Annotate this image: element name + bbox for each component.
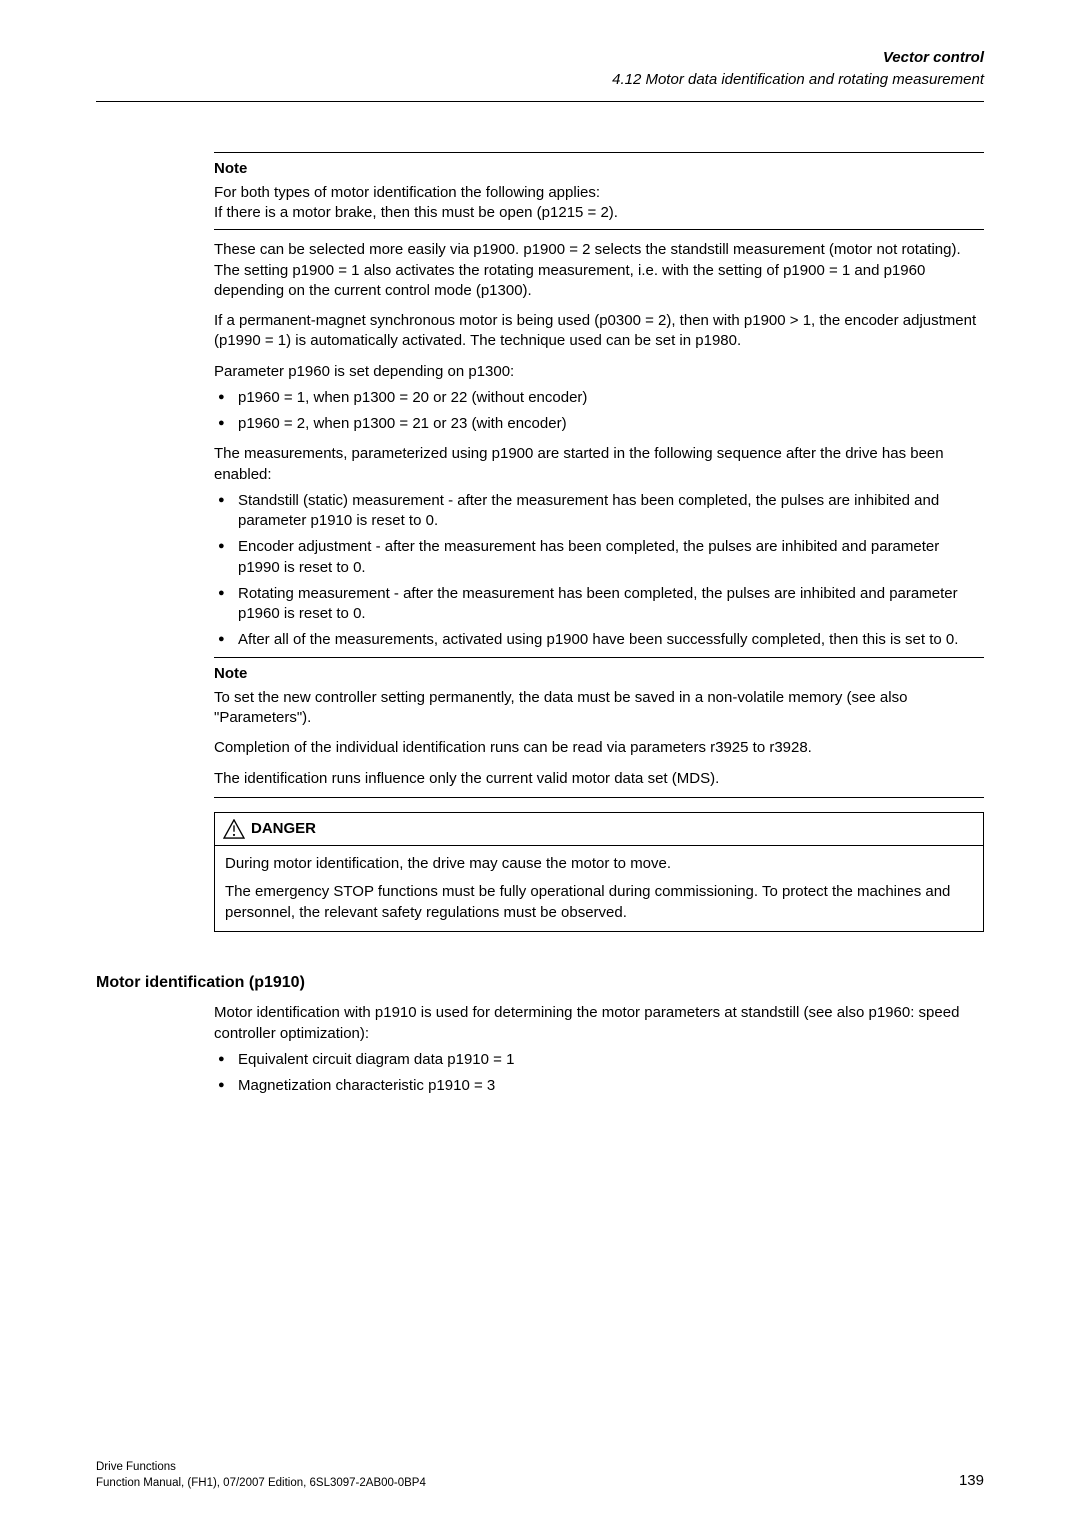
danger-header: DANGER [215,813,983,846]
list-item: Standstill (static) measurement - after … [214,491,984,532]
section-content: Motor identification with p1910 is used … [96,1003,984,1096]
list-item: Magnetization characteristic p1910 = 3 [214,1076,984,1096]
body-paragraph: These can be selected more easily via p1… [214,240,984,301]
note-line: If there is a motor brake, then this mus… [214,203,984,223]
note-paragraph: The identification runs influence only t… [214,769,984,789]
section-paragraph: Motor identification with p1910 is used … [214,1003,984,1044]
header-rule [96,101,984,102]
list-item: Equivalent circuit diagram data p1910 = … [214,1050,984,1070]
running-header-subtitle: 4.12 Motor data identification and rotat… [96,70,984,90]
bullet-list-2: Standstill (static) measurement - after … [214,491,984,651]
footer-line: Function Manual, (FH1), 07/2007 Edition,… [96,1475,426,1491]
list-item: p1960 = 2, when p1300 = 21 or 23 (with e… [214,414,984,434]
list-item: Rotating measurement - after the measure… [214,584,984,625]
note-line: For both types of motor identification t… [214,183,984,203]
page-number: 139 [959,1471,984,1491]
page-container: Vector control 4.12 Motor data identific… [0,0,1080,1142]
main-content: Note For both types of motor identificat… [96,152,984,932]
warning-triangle-icon [223,819,245,839]
footer-left: Drive Functions Function Manual, (FH1), … [96,1459,426,1491]
note-title: Note [214,159,984,179]
note-paragraph: Completion of the individual identificat… [214,738,984,758]
footer-line: Drive Functions [96,1459,426,1475]
note-block-1: Note For both types of motor identificat… [214,153,984,230]
danger-body: During motor identification, the drive m… [215,846,983,931]
danger-paragraph: The emergency STOP functions must be ful… [225,882,973,923]
note-bottom-rule [214,797,984,798]
note-paragraph: To set the new controller setting perman… [214,688,984,729]
danger-paragraph: During motor identification, the drive m… [225,854,973,874]
danger-box: DANGER During motor identification, the … [214,812,984,932]
list-item: p1960 = 1, when p1300 = 20 or 22 (withou… [214,388,984,408]
note-bottom-rule [214,229,984,230]
body-paragraph: If a permanent-magnet synchronous motor … [214,311,984,352]
list-item: Encoder adjustment - after the measureme… [214,537,984,578]
bullet-list-3: Equivalent circuit diagram data p1910 = … [214,1050,984,1097]
list-item: After all of the measurements, activated… [214,630,984,650]
note-title: Note [214,664,984,684]
body-paragraph: Parameter p1960 is set depending on p130… [214,362,984,382]
running-header-title: Vector control [96,48,984,68]
note-block-2: Note To set the new controller setting p… [214,658,984,797]
bullet-list-1: p1960 = 1, when p1300 = 20 or 22 (withou… [214,388,984,435]
body-paragraph: The measurements, parameterized using p1… [214,444,984,485]
section-heading: Motor identification (p1910) [96,972,984,994]
danger-title: DANGER [251,819,316,839]
page-footer: Drive Functions Function Manual, (FH1), … [96,1459,984,1491]
